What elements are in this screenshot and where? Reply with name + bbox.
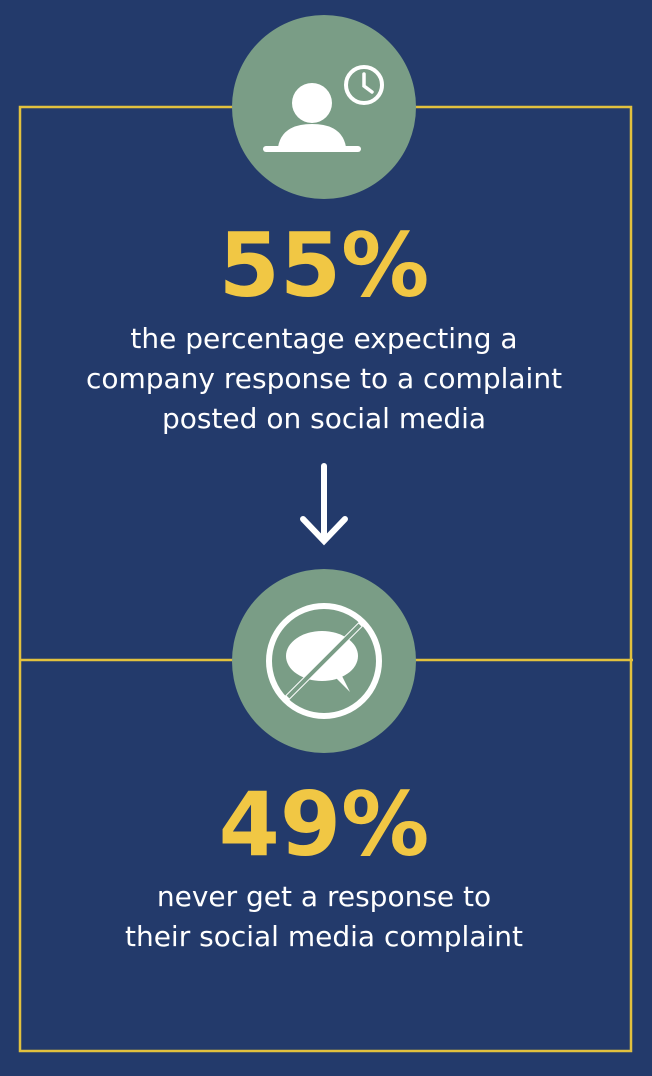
stat-figure: 55% — [219, 214, 430, 317]
arrow — [300, 463, 348, 546]
stat-description: their social media complaint — [125, 920, 523, 953]
person-clock-icon — [232, 15, 416, 199]
no-chat-icon — [232, 569, 416, 753]
stat-figure: 49% — [219, 773, 430, 876]
stat-description: company response to a complaint — [86, 362, 562, 395]
stat-description: the percentage expecting a — [130, 322, 517, 355]
stat-description: never get a response to — [157, 880, 491, 913]
stat-description: posted on social media — [162, 402, 486, 435]
